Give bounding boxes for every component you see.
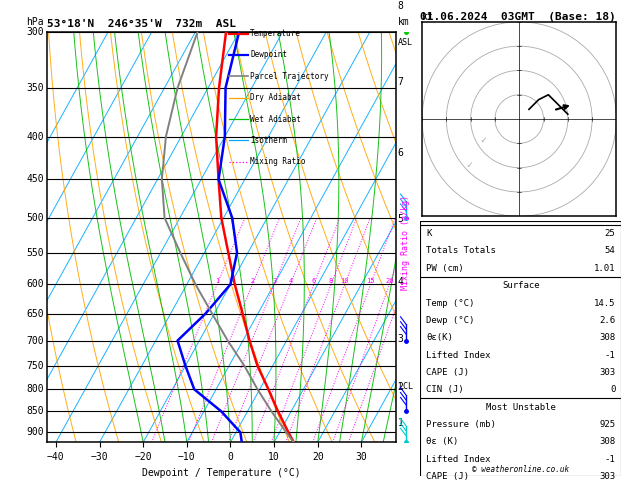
- Text: PW (cm): PW (cm): [426, 264, 464, 273]
- Text: 1: 1: [215, 278, 219, 284]
- Text: 1: 1: [398, 418, 404, 428]
- Text: 6: 6: [398, 148, 404, 157]
- Text: Surface: Surface: [502, 281, 540, 290]
- Text: 450: 450: [26, 174, 43, 185]
- Text: 925: 925: [599, 420, 615, 429]
- Text: 3: 3: [272, 278, 276, 284]
- Text: 308: 308: [599, 437, 615, 446]
- Text: 54: 54: [604, 246, 615, 256]
- Text: CIN (J): CIN (J): [426, 385, 464, 394]
- Text: 7: 7: [398, 76, 404, 87]
- Text: 900: 900: [26, 427, 43, 437]
- Text: ✓: ✓: [466, 160, 472, 170]
- Text: θε(K): θε(K): [426, 333, 453, 342]
- Text: 10: 10: [340, 278, 349, 284]
- Text: 303: 303: [599, 472, 615, 481]
- Text: 1.01: 1.01: [594, 264, 615, 273]
- Text: Totals Totals: Totals Totals: [426, 246, 496, 256]
- Text: 4: 4: [398, 277, 404, 287]
- Text: 500: 500: [26, 213, 43, 223]
- Text: CAPE (J): CAPE (J): [426, 472, 469, 481]
- Text: 0: 0: [610, 385, 615, 394]
- Text: Wet Adiabat: Wet Adiabat: [250, 115, 301, 123]
- Text: ✓: ✓: [481, 136, 486, 145]
- Text: 2: 2: [398, 382, 404, 392]
- Text: 6: 6: [312, 278, 316, 284]
- Text: Dry Adiabat: Dry Adiabat: [250, 93, 301, 102]
- Text: 350: 350: [26, 83, 43, 93]
- Text: -1: -1: [604, 455, 615, 464]
- Text: Lifted Index: Lifted Index: [426, 455, 491, 464]
- Text: Lifted Index: Lifted Index: [426, 350, 491, 360]
- Text: hPa: hPa: [26, 17, 43, 28]
- Text: 400: 400: [26, 132, 43, 141]
- Text: Dewpoint: Dewpoint: [250, 51, 287, 59]
- Text: 750: 750: [26, 361, 43, 371]
- Text: 20: 20: [385, 278, 394, 284]
- Text: km: km: [398, 17, 409, 28]
- Text: © weatheronline.co.uk: © weatheronline.co.uk: [472, 465, 569, 474]
- Text: K: K: [426, 229, 431, 238]
- Text: Temp (°C): Temp (°C): [426, 298, 475, 308]
- Text: 15: 15: [366, 278, 375, 284]
- Text: 303: 303: [599, 368, 615, 377]
- Text: 600: 600: [26, 279, 43, 289]
- Text: LCL: LCL: [398, 382, 413, 391]
- Text: 800: 800: [26, 384, 43, 394]
- Text: Parcel Trajectory: Parcel Trajectory: [250, 72, 329, 81]
- Text: 01.06.2024  03GMT  (Base: 18): 01.06.2024 03GMT (Base: 18): [420, 12, 616, 22]
- Text: 700: 700: [26, 336, 43, 346]
- Text: 4: 4: [288, 278, 292, 284]
- Text: 650: 650: [26, 309, 43, 319]
- Text: -1: -1: [604, 350, 615, 360]
- Text: kt: kt: [422, 12, 434, 22]
- Text: 850: 850: [26, 406, 43, 417]
- Text: ASL: ASL: [398, 38, 413, 47]
- Text: Isotherm: Isotherm: [250, 136, 287, 145]
- Text: 3: 3: [398, 334, 404, 344]
- Text: 2.6: 2.6: [599, 316, 615, 325]
- Text: 550: 550: [26, 248, 43, 258]
- Text: θε (K): θε (K): [426, 437, 459, 446]
- Text: 2: 2: [250, 278, 255, 284]
- Text: 300: 300: [26, 27, 43, 36]
- Text: 8: 8: [329, 278, 333, 284]
- Text: 25: 25: [604, 229, 615, 238]
- Text: CAPE (J): CAPE (J): [426, 368, 469, 377]
- Text: Dewp (°C): Dewp (°C): [426, 316, 475, 325]
- Text: 308: 308: [599, 333, 615, 342]
- Text: 5: 5: [398, 214, 404, 224]
- Text: 14.5: 14.5: [594, 298, 615, 308]
- Text: 53°18'N  246°35'W  732m  ASL: 53°18'N 246°35'W 732m ASL: [47, 19, 236, 30]
- Text: Pressure (mb): Pressure (mb): [426, 420, 496, 429]
- Text: Temperature: Temperature: [250, 29, 301, 38]
- Text: Most Unstable: Most Unstable: [486, 402, 556, 412]
- Text: Mixing Ratio: Mixing Ratio: [250, 157, 306, 166]
- X-axis label: Dewpoint / Temperature (°C): Dewpoint / Temperature (°C): [142, 468, 301, 478]
- Text: Mixing Ratio (g/kg): Mixing Ratio (g/kg): [401, 195, 410, 291]
- Text: 8: 8: [398, 1, 404, 12]
